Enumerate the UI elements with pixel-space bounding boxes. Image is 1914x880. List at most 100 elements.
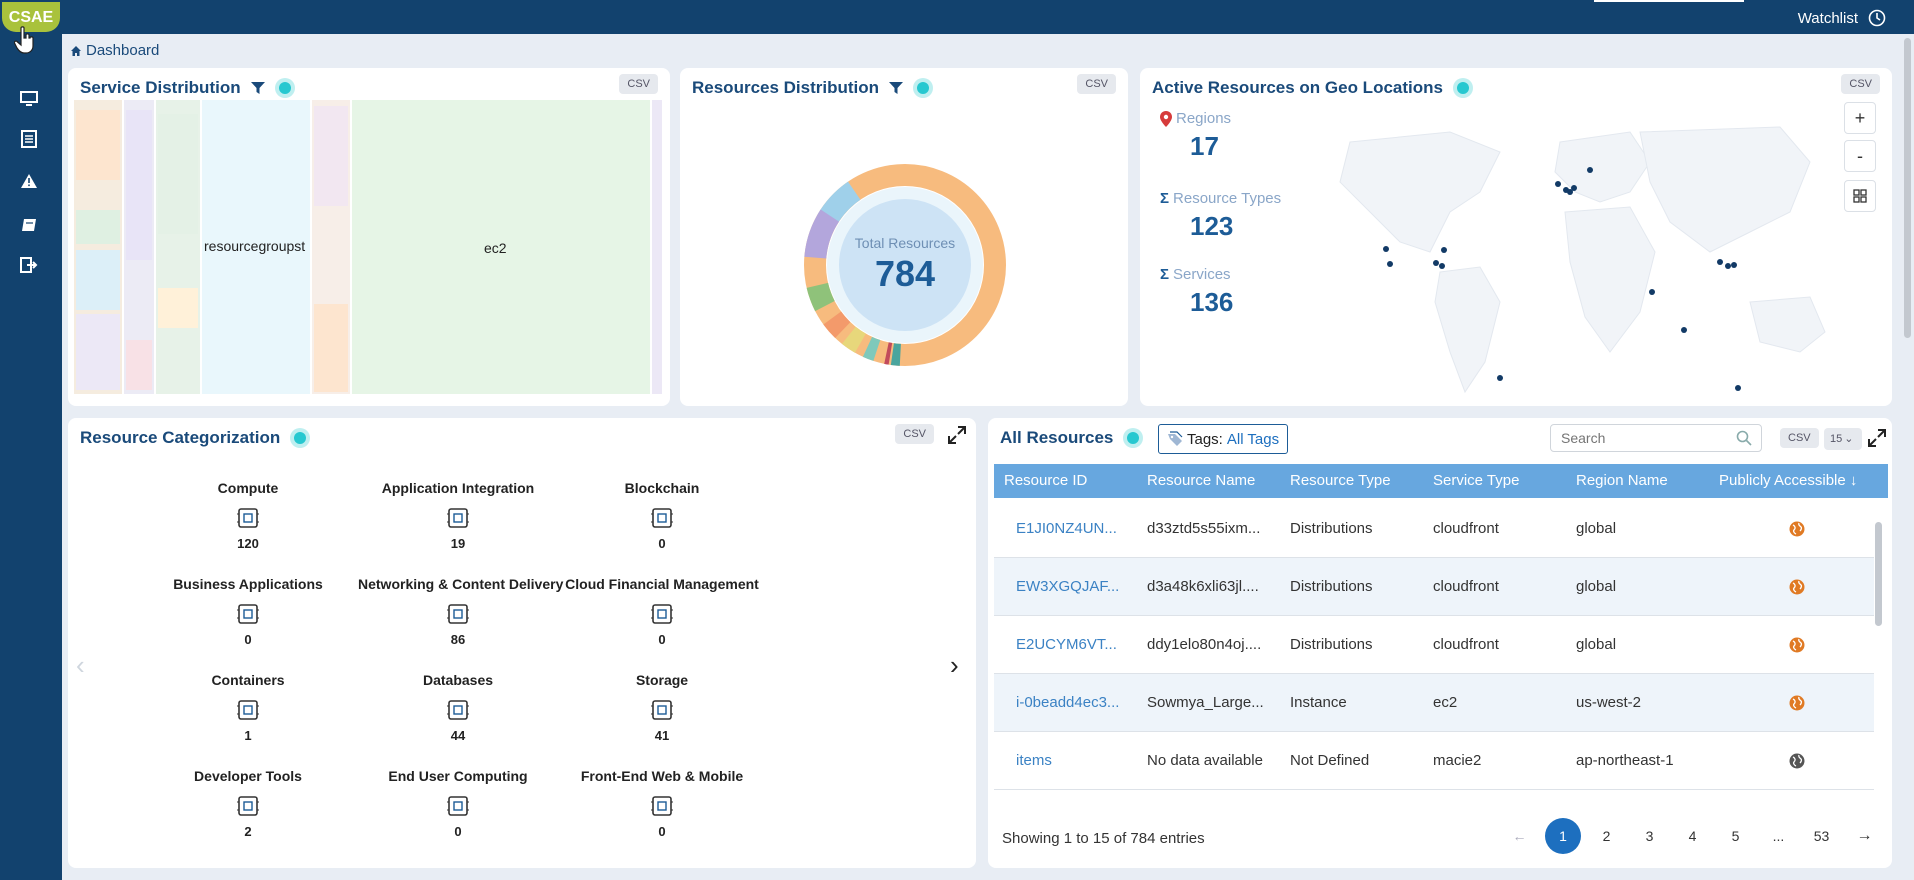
fit-bounds-icon [1853, 189, 1867, 203]
cell-resource-name: d33ztd5s55ixm... [1147, 519, 1261, 537]
cell-resource-id[interactable]: E1JI0NZ4UN... [1016, 519, 1117, 537]
table-row[interactable]: E1JI0NZ4UN... d33ztd5s55ixm... Distributio… [994, 500, 1874, 558]
service-distribution-title: Service Distribution [80, 78, 295, 98]
prev-page-icon[interactable]: ← [1512, 828, 1527, 844]
page-size-select[interactable]: 15 ⌄ [1824, 428, 1862, 450]
zoom-out-button[interactable]: - [1844, 140, 1876, 172]
category-count: 0 [658, 632, 666, 647]
home-icon [71, 45, 81, 56]
category-count: 0 [454, 824, 462, 839]
fit-bounds-button[interactable] [1844, 180, 1876, 212]
category-blockchain[interactable]: Blockchain 0 [562, 480, 762, 551]
logout-icon[interactable] [16, 252, 42, 278]
world-map[interactable] [1310, 102, 1850, 402]
table-row[interactable]: items No data available Not Defined macie2 a… [994, 732, 1874, 790]
cell-resource-id[interactable]: items [1016, 751, 1052, 769]
category-networking-content-delivery[interactable]: Networking & Content Delivery 86 [358, 576, 564, 647]
service-distribution-csv-button[interactable]: CSV [619, 74, 658, 94]
filter-icon[interactable] [889, 81, 904, 95]
cell-service-type: cloudfront [1433, 519, 1499, 537]
resources-distribution-title: Resources Distribution [692, 78, 934, 98]
page-button[interactable]: 2 [1602, 828, 1611, 844]
table-row[interactable]: i-0beadd4ec3... Sowmya_Large... Instance ec… [994, 674, 1874, 732]
next-page-icon[interactable]: → [1856, 827, 1873, 844]
page-button[interactable]: ... [1772, 828, 1785, 844]
map-pin-icon [1160, 110, 1172, 127]
col-resource-type[interactable]: Resource Type [1290, 472, 1391, 489]
page-button[interactable]: 5 [1731, 828, 1740, 844]
next-arrow-icon[interactable]: › [950, 650, 959, 680]
resources-distribution-csv-button[interactable]: CSV [1077, 74, 1116, 94]
category-front-end-web-mobile[interactable]: Front-End Web & Mobile 0 [562, 768, 762, 839]
cell-resource-id[interactable]: i-0beadd4ec3... [1016, 693, 1120, 711]
category-developer-tools[interactable]: Developer Tools 2 [148, 768, 348, 839]
list-icon[interactable] [16, 126, 42, 152]
page-button[interactable]: 1 [1545, 818, 1581, 854]
breadcrumb-dashboard[interactable]: Dashboard [86, 42, 160, 59]
category-cloud-financial-management[interactable]: Cloud Financial Management 0 [562, 576, 762, 647]
page-scrollbar[interactable] [1902, 34, 1914, 880]
tags-value: All Tags [1226, 430, 1280, 448]
stat-services: Σ Services 136 [1160, 266, 1233, 318]
cell-resource-id[interactable]: E2UCYM6VT... [1016, 635, 1117, 653]
live-indicator-icon [1452, 78, 1473, 98]
top-strip [1594, 0, 1744, 2]
col-region-name[interactable]: Region Name [1576, 472, 1668, 489]
all-resources-csv-button[interactable]: CSV [1780, 428, 1819, 448]
tag-icon [1168, 431, 1183, 446]
expand-icon[interactable] [1868, 429, 1886, 447]
category-count: 0 [658, 824, 666, 839]
category-end-user-computing[interactable]: End User Computing 0 [358, 768, 558, 839]
category-count: 19 [450, 536, 466, 551]
col-publicly-accessible[interactable]: Publicly Accessible ↓ [1709, 464, 1888, 498]
geo-csv-button[interactable]: CSV [1841, 74, 1880, 94]
category-icon [148, 500, 348, 536]
category-application-integration[interactable]: Application Integration 19 [358, 480, 558, 551]
cell-resource-name: Sowmya_Large... [1147, 693, 1264, 711]
category-storage[interactable]: Storage 41 [562, 672, 762, 743]
table-scrollbar[interactable] [1872, 518, 1884, 806]
filter-icon[interactable] [250, 81, 265, 95]
category-compute[interactable]: Compute 120 [148, 480, 348, 551]
category-icon [148, 596, 348, 632]
category-name: Networking & Content Delivery [358, 576, 564, 592]
expand-icon[interactable] [948, 426, 966, 444]
prev-arrow-icon[interactable]: ‹ [76, 650, 85, 680]
col-service-type[interactable]: Service Type [1433, 472, 1520, 489]
category-business-applications[interactable]: Business Applications 0 [148, 576, 348, 647]
table-row[interactable]: EW3XGQJAF... d3a48k6xli63jl.... Distributi… [994, 558, 1874, 616]
tags-filter-button[interactable]: Tags: All Tags [1158, 424, 1289, 454]
logo[interactable]: CSAE [2, 2, 60, 32]
globe-icon [1709, 579, 1874, 595]
category-containers[interactable]: Containers 1 [148, 672, 348, 743]
cell-service-type: macie2 [1433, 751, 1482, 769]
monitor-icon[interactable] [16, 86, 42, 112]
category-databases[interactable]: Databases 44 [358, 672, 558, 743]
resources-donut-chart[interactable]: Total Resources 784 [800, 160, 1010, 370]
resources-distribution-title-text: Resources Distribution [692, 78, 880, 97]
watchlist-button[interactable]: Watchlist [1798, 9, 1886, 27]
search-input[interactable] [1550, 424, 1762, 452]
breadcrumb[interactable]: Dashboard [70, 42, 159, 59]
category-icon [562, 692, 762, 728]
service-treemap[interactable]: resourcegroupst ec2 [74, 100, 662, 394]
book-icon[interactable] [16, 212, 42, 238]
warning-icon[interactable] [16, 168, 42, 194]
col-resource-name[interactable]: Resource Name [1147, 472, 1256, 489]
category-icon [562, 788, 762, 824]
page-button[interactable]: 3 [1645, 828, 1654, 844]
categorization-csv-button[interactable]: CSV [895, 424, 934, 444]
cell-service-type: cloudfront [1433, 635, 1499, 653]
page-button[interactable]: 4 [1688, 828, 1697, 844]
search-icon[interactable] [1736, 430, 1752, 446]
live-indicator-icon [1123, 428, 1144, 448]
cell-resource-type: Instance [1290, 693, 1347, 711]
zoom-in-button[interactable]: + [1844, 102, 1876, 134]
total-resources-value: 784 [874, 253, 936, 294]
col-resource-id[interactable]: Resource ID [1004, 472, 1088, 489]
globe-icon [1709, 637, 1874, 653]
category-icon [358, 788, 558, 824]
table-row[interactable]: E2UCYM6VT... ddy1elo80n4oj.... Distributio… [994, 616, 1874, 674]
page-button[interactable]: 53 [1813, 828, 1830, 844]
cell-resource-id[interactable]: EW3XGQJAF... [1016, 577, 1120, 595]
